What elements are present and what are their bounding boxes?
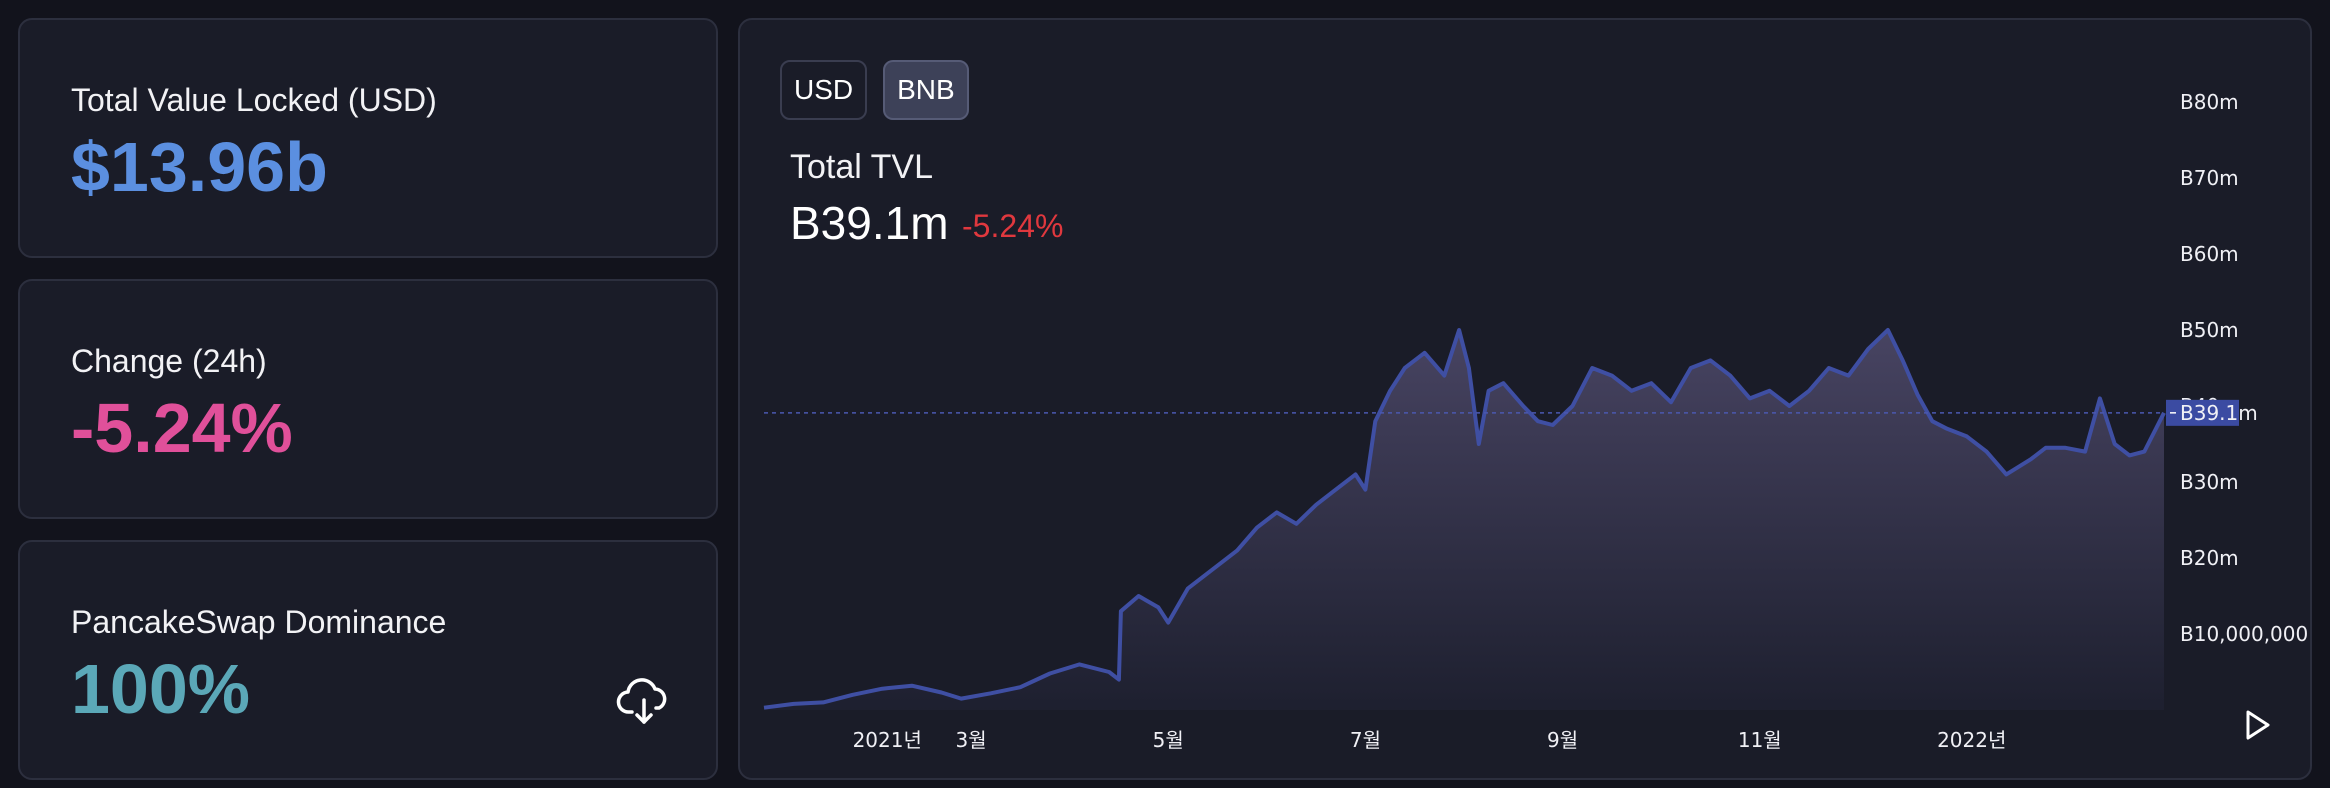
price-tag-label: B39.1m	[2180, 401, 2258, 425]
x-tick-label: 2022년	[1937, 728, 2006, 752]
y-tick-label: B80m	[2180, 90, 2239, 114]
chart-title: Total TVL	[790, 148, 934, 186]
current-price-tag: B39.1m	[2166, 399, 2258, 426]
tvl-area-fill	[764, 330, 2164, 710]
dominance-value: 100%	[71, 650, 251, 728]
y-tick-label: B20m	[2180, 546, 2239, 570]
x-tick-label: 5월	[1153, 728, 1184, 752]
dominance-card: PancakeSwap Dominance 100%	[18, 540, 718, 780]
x-tick-label: 7월	[1350, 728, 1381, 752]
y-tick-label: B30m	[2180, 470, 2239, 494]
y-tick-label: B60m	[2180, 242, 2239, 266]
x-tick-label: 2021년	[853, 728, 922, 752]
y-tick-label: B50m	[2180, 318, 2239, 342]
dominance-label: PancakeSwap Dominance	[71, 604, 447, 640]
cloud-download-icon[interactable]	[616, 674, 672, 730]
bnb-toggle-button[interactable]: BNB	[883, 60, 969, 120]
tvl-chart-card: USD BNB Total TVL B39.1m -5.24% B80m B70m…	[738, 18, 2312, 780]
x-tick-label: 9월	[1547, 728, 1578, 752]
change-card: Change (24h) -5.24%	[18, 279, 718, 519]
usd-toggle-button[interactable]: USD	[780, 60, 868, 120]
y-tick-label: B10,000,000	[2180, 622, 2308, 646]
currency-toggle: USD BNB	[780, 60, 969, 120]
play-icon[interactable]	[2246, 710, 2270, 740]
change-label: Change (24h)	[71, 343, 267, 379]
tvl-area-chart[interactable]: B80mB70mB60mB50mB40mB30mB20mB10,000,000B…	[740, 20, 2310, 778]
x-tick-label: 11월	[1738, 728, 1782, 752]
change-value: -5.24%	[71, 389, 293, 467]
tvl-card: Total Value Locked (USD) $13.96b	[18, 18, 718, 258]
y-tick-label: B70m	[2180, 166, 2239, 190]
tvl-series-line	[763, 328, 2166, 710]
x-tick-label: 3월	[955, 728, 986, 752]
tvl-label: Total Value Locked (USD)	[71, 82, 437, 118]
tvl-value: $13.96b	[71, 128, 328, 206]
chart-change-value: -5.24%	[962, 208, 1064, 244]
chart-current-value: B39.1m	[790, 197, 949, 249]
